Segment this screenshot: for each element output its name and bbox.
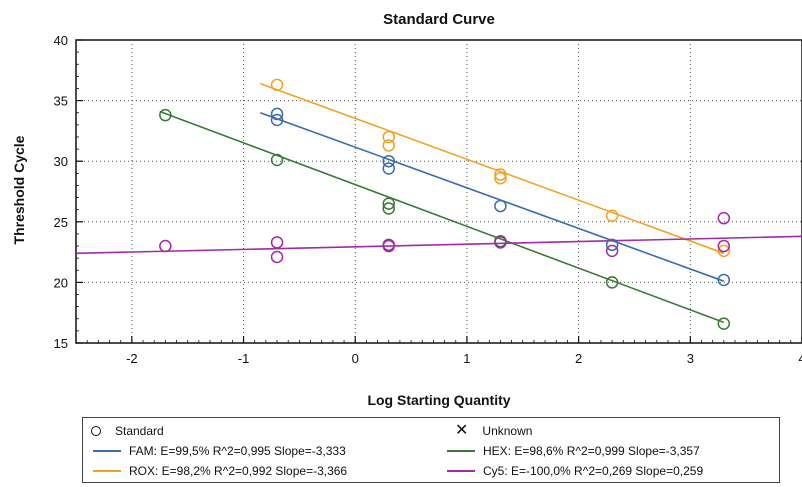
- legend-item-standard: Standard: [83, 422, 164, 440]
- rox-regression-line: [260, 82, 725, 255]
- x-axis-label: Log Starting Quantity: [367, 392, 510, 408]
- cy5-data-point: [159, 239, 172, 253]
- cy5-data-point: [382, 239, 395, 253]
- cy5-data-point: [605, 244, 619, 258]
- x-tick-label: -2: [126, 351, 138, 366]
- x-tick-label: -1: [238, 351, 250, 366]
- legend-row-1: FAM: E=99,5% R^2=0,995 Slope=-3,333 HEX:…: [83, 442, 779, 460]
- rox-data-point: [494, 171, 507, 185]
- fam-data-point: [382, 162, 395, 175]
- y-tick-label: 20: [54, 275, 68, 290]
- cy5-data-point: [270, 250, 284, 264]
- chart-title: Standard Curve: [383, 11, 495, 28]
- fam-data-point: [270, 107, 284, 121]
- legend-item-unknown: ✕ Unknown: [447, 422, 532, 440]
- cy5-data-point: [270, 236, 284, 249]
- y-tick-label: 35: [54, 94, 68, 109]
- hex-regression-line: [159, 110, 725, 324]
- rox-data-point: [717, 244, 731, 258]
- legend-standard-label: Standard: [115, 424, 164, 438]
- y-tick-label: 25: [54, 215, 68, 230]
- fam-data-point: [382, 154, 395, 168]
- cy5-data-point: [494, 236, 507, 249]
- rox-data-point: [382, 130, 395, 144]
- legend-item-hex: HEX: E=98,6% R^2=0,999 Slope=-3,357: [447, 442, 700, 460]
- legend-item-rox: ROX: E=98,2% R^2=0,992 Slope=-3,366: [93, 462, 347, 480]
- legend-item-cy5: Cy5: E=-100,0% R^2=0,269 Slope=0,259: [447, 462, 703, 480]
- legend-fam-text: FAM: E=99,5% R^2=0,995 Slope=-3,333: [129, 444, 346, 458]
- hex-data-point: [605, 276, 619, 289]
- legend: Standard ✕ Unknown FAM: E=99,5% R^2=0,99…: [82, 417, 780, 483]
- legend-cy5-text: Cy5: E=-100,0% R^2=0,269 Slope=0,259: [483, 464, 704, 478]
- legend-item-fam: FAM: E=99,5% R^2=0,995 Slope=-3,333: [93, 442, 346, 460]
- hex-data-point: [382, 197, 395, 210]
- legend-rox-text: ROX: E=98,2% R^2=0,992 Slope=-3,366: [129, 464, 348, 478]
- cy5-data-point: [717, 211, 731, 225]
- rox-data-point: [382, 139, 395, 152]
- rox-data-point: [605, 209, 619, 222]
- fam-regression-line: [260, 111, 725, 282]
- legend-row-markers: Standard ✕ Unknown: [83, 422, 779, 440]
- hex-data-point: [270, 153, 284, 167]
- x-marker-icon: ✕: [455, 422, 469, 439]
- hex-data-point: [159, 108, 172, 122]
- plot-area: [75, 39, 802, 344]
- cy5-data-point: [717, 239, 731, 253]
- x-tick-label: 4: [798, 351, 802, 366]
- fam-line-swatch: [93, 450, 121, 452]
- y-tick-label: 15: [54, 336, 68, 351]
- hex-data-point: [717, 317, 731, 330]
- fam-data-point: [270, 113, 284, 127]
- legend-unknown-label: Unknown: [482, 424, 533, 438]
- x-tick-label: 2: [575, 351, 582, 366]
- fam-data-point: [605, 238, 619, 252]
- rox-line-swatch: [93, 470, 121, 472]
- x-tick-label: 0: [352, 351, 359, 366]
- hex-line-swatch: [447, 450, 475, 452]
- cy5-line-swatch: [447, 470, 475, 472]
- legend-row-2: ROX: E=98,2% R^2=0,992 Slope=-3,366 Cy5:…: [83, 462, 779, 480]
- legend-hex-text: HEX: E=98,6% R^2=0,999 Slope=-3,357: [483, 444, 700, 458]
- x-tick-label: 1: [463, 351, 470, 366]
- y-tick-label: 40: [54, 33, 68, 48]
- y-axis-label: Threshold Cycle: [11, 135, 27, 244]
- rox-data-point: [494, 168, 507, 181]
- rox-data-point: [270, 78, 284, 92]
- circle-marker-icon: [91, 426, 101, 436]
- fam-data-point: [717, 273, 731, 287]
- x-tick-label: 3: [687, 351, 694, 366]
- cy5-regression-line: [75, 235, 802, 255]
- fam-data-point: [494, 199, 507, 213]
- hex-data-point: [382, 202, 395, 215]
- y-tick-label: 30: [54, 154, 68, 169]
